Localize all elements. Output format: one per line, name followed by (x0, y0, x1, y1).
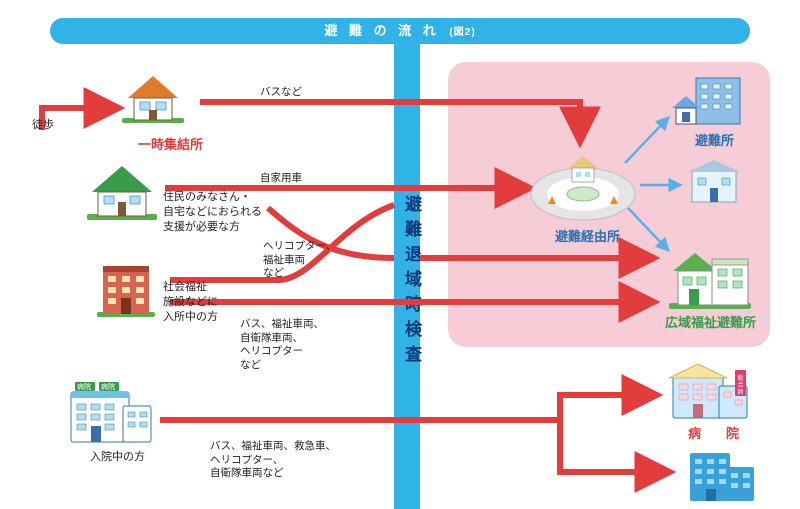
diagram-canvas: 避 難 の 流 れ (図2) 避難退域時検査 (0, 0, 800, 509)
arrow-assembly-via (200, 102, 580, 140)
svg-text:病院: 病院 (77, 382, 91, 391)
mid-building-icon (682, 158, 746, 208)
dst-hospital-icon: 総 合 病 (665, 360, 751, 422)
via-label: 避難経由所 (555, 228, 620, 246)
via-icon (528, 148, 638, 226)
wide-welfare-shelter-label: 広域福祉避難所 (665, 314, 756, 332)
svg-text:総: 総 (738, 374, 744, 382)
transport-bus: バスなど (260, 86, 302, 100)
shelter-icon (668, 72, 746, 130)
transport-car: 自家用車 (260, 172, 302, 186)
svg-text:合: 合 (738, 381, 744, 389)
svg-text:病院: 病院 (101, 382, 115, 391)
welfare-facility-label: 社会福祉 施設などに 入所中の方 (163, 280, 218, 325)
hospitalized-icon: 病院 病院 (65, 378, 157, 446)
transport-heli-welfare: ヘリコプター、 福祉車両 など (263, 240, 336, 281)
svg-text:病: 病 (738, 388, 744, 396)
residents-label: 住民のみなさん・ 自宅などにおられる 支援が必要な方 (163, 190, 262, 235)
arrow-hosp-dst1 (560, 395, 655, 420)
dst-hospital2-icon (680, 445, 760, 505)
arrow-hosp-dst2 (560, 420, 668, 472)
dst-hospital-label: 病 院 (688, 425, 745, 443)
residents-icon (84, 160, 160, 222)
shelter-label: 避難所 (695, 132, 734, 150)
welfare-facility-icon (95, 260, 157, 318)
wide-welfare-shelter-icon (665, 245, 755, 311)
assembly-label: 一時集結所 (138, 136, 203, 154)
hospitalized-label: 入院中の方 (90, 450, 145, 465)
walk-label: 徒歩 (32, 118, 54, 133)
transport-bus-welfare-sdf-heli: バス、福祉車両、 自衛隊車両、 ヘリコプター など (240, 318, 324, 373)
transport-bus-welfare-amb-heli-sdf: バス、福祉車両、救急車、 ヘリコプター、 自衛隊車両など (210, 440, 336, 481)
assembly-icon (118, 70, 188, 125)
